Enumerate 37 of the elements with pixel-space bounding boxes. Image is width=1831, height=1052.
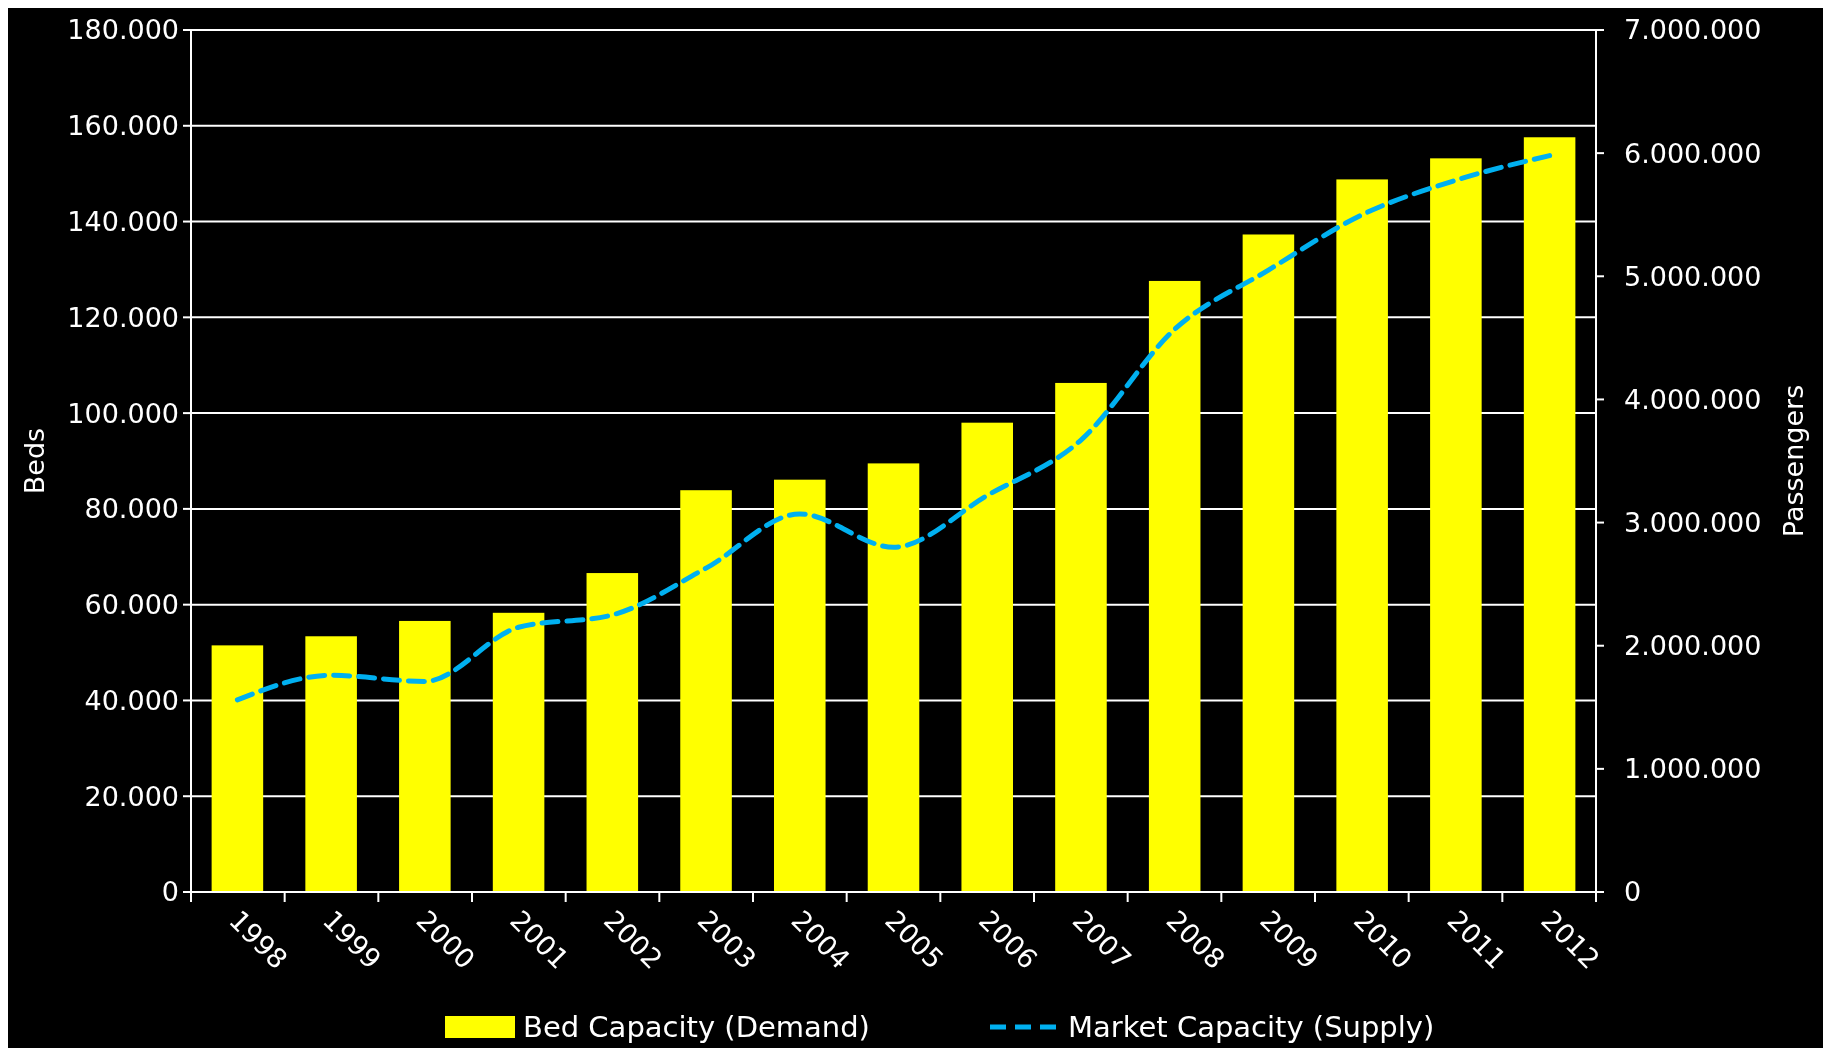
bar bbox=[961, 422, 1014, 892]
y-tick-label: 180.000 bbox=[67, 14, 179, 46]
bar bbox=[1336, 179, 1388, 892]
y2-tick-label: 2.000.000 bbox=[1624, 630, 1762, 662]
bar bbox=[399, 620, 451, 892]
y-tick-label: 120.000 bbox=[67, 301, 179, 333]
y-tick-label: 0 bbox=[161, 876, 179, 908]
bar bbox=[586, 573, 639, 892]
bar bbox=[1430, 158, 1482, 892]
y2-tick-label: 3.000.000 bbox=[1624, 507, 1762, 539]
y2-axis-title: Passengers bbox=[1778, 384, 1809, 538]
y-tick-label: 80.000 bbox=[84, 493, 179, 525]
legend-label: Market Capacity (Supply) bbox=[1068, 1010, 1435, 1045]
y2-tick-label: 7.000.000 bbox=[1624, 14, 1762, 46]
legend-label: Bed Capacity (Demand) bbox=[523, 1010, 870, 1045]
y2-tick-label: 0 bbox=[1624, 876, 1642, 908]
bar bbox=[1055, 382, 1107, 892]
y-tick-label: 20.000 bbox=[84, 780, 179, 812]
bar bbox=[867, 463, 920, 892]
bar bbox=[1523, 137, 1576, 892]
y-tick-label: 40.000 bbox=[84, 684, 179, 716]
bar bbox=[774, 479, 826, 892]
bar bbox=[1242, 234, 1295, 892]
y-tick-label: 140.000 bbox=[67, 206, 179, 238]
bar bbox=[492, 612, 545, 892]
y-tick-label: 60.000 bbox=[84, 589, 179, 621]
y2-tick-label: 4.000.000 bbox=[1624, 383, 1762, 415]
y-tick-label: 100.000 bbox=[67, 397, 179, 429]
y-tick-label: 160.000 bbox=[67, 110, 179, 142]
bar bbox=[1148, 280, 1201, 892]
y-axis-title: Beds bbox=[19, 427, 50, 495]
y2-tick-label: 5.000.000 bbox=[1624, 260, 1762, 292]
y2-tick-label: 1.000.000 bbox=[1624, 753, 1762, 785]
bar bbox=[680, 490, 732, 892]
y2-tick-label: 6.000.000 bbox=[1624, 137, 1762, 169]
bar bbox=[305, 636, 357, 892]
bar bbox=[211, 645, 264, 892]
